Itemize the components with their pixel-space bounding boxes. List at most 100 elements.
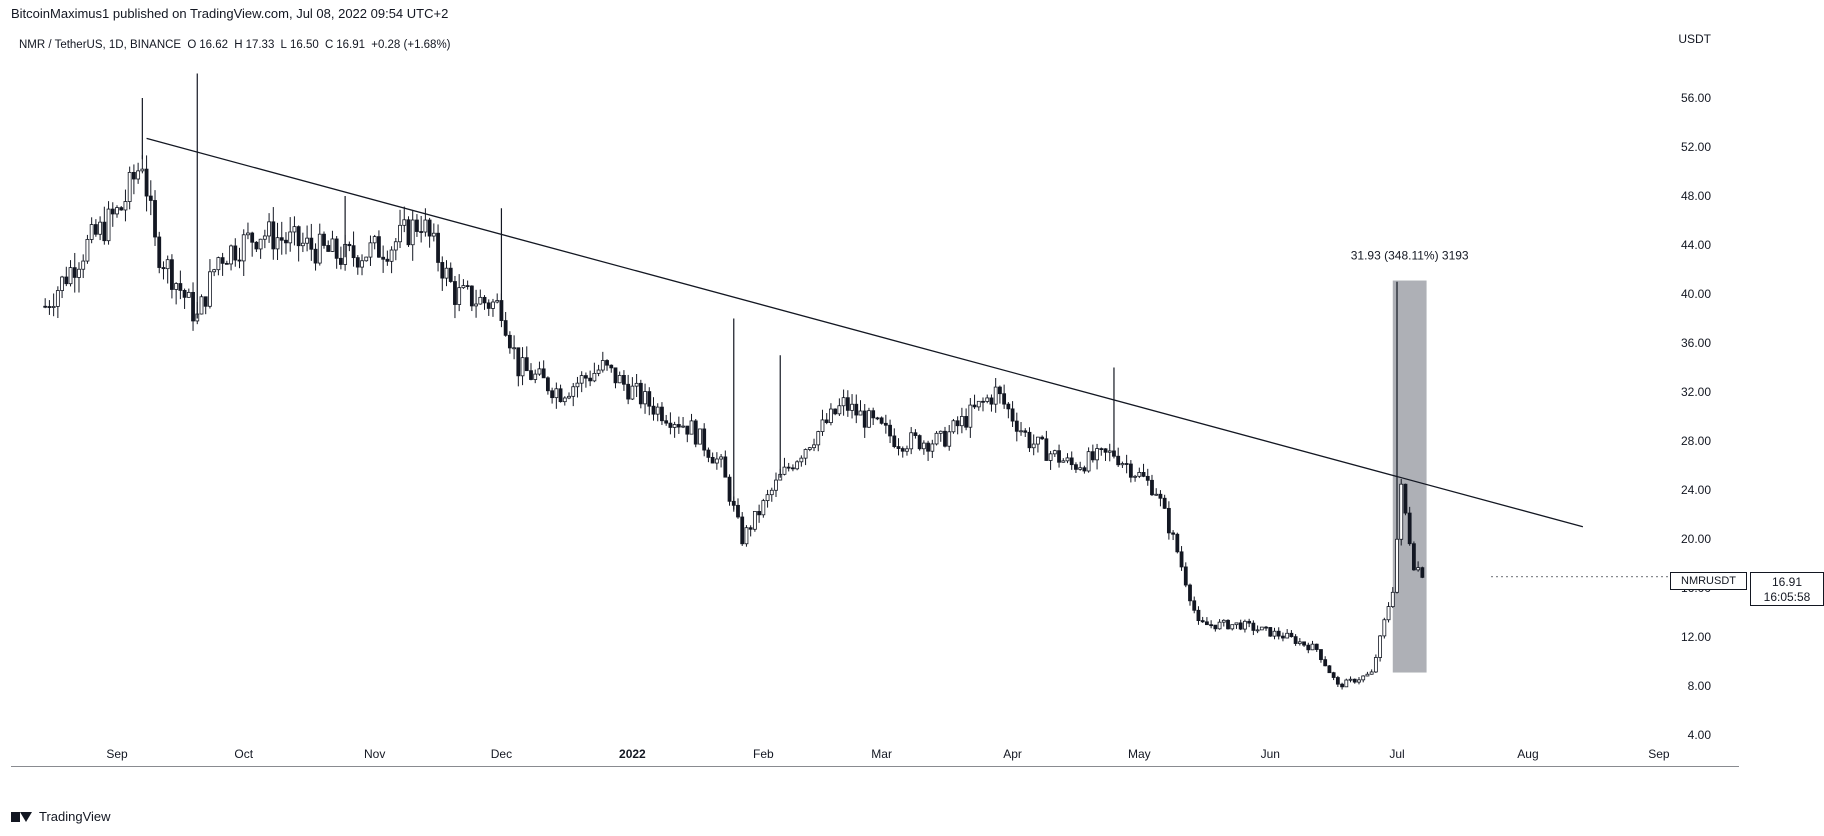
candle bbox=[419, 215, 424, 243]
candle-body bbox=[368, 242, 373, 258]
candle bbox=[153, 190, 157, 246]
candle-body bbox=[85, 239, 90, 262]
candle-body bbox=[1200, 620, 1205, 623]
candle-body bbox=[72, 267, 77, 278]
candle bbox=[879, 416, 884, 425]
candle bbox=[300, 232, 305, 253]
candle bbox=[1099, 447, 1104, 456]
candle-body bbox=[275, 237, 280, 250]
candle-body bbox=[322, 233, 326, 246]
candle-body bbox=[613, 367, 618, 384]
candle bbox=[1150, 474, 1154, 496]
candle bbox=[1310, 640, 1315, 651]
candle-body bbox=[651, 405, 656, 415]
candle bbox=[524, 346, 529, 372]
candle bbox=[220, 252, 225, 276]
candle-body bbox=[140, 168, 145, 172]
candle-body bbox=[968, 404, 973, 428]
candle bbox=[1365, 671, 1370, 677]
candle-body bbox=[740, 516, 745, 545]
chart-pane[interactable]: 56.00 52.00 48.00 44.00 40.00 36.00 32.00 28.00… bbox=[11, 29, 1740, 767]
price-chart: 56.00 52.00 48.00 44.00 40.00 36.00 32.00 28.00… bbox=[11, 29, 1740, 767]
candle-body bbox=[241, 234, 246, 262]
candle-body bbox=[271, 221, 276, 250]
candle-body bbox=[1348, 678, 1353, 681]
candle-body bbox=[338, 257, 343, 265]
candle-body bbox=[748, 527, 753, 530]
time-axis-label: Sep bbox=[1648, 747, 1670, 761]
candle bbox=[1395, 538, 1399, 594]
published-by-header: BitcoinMaximus1 published on TradingView… bbox=[11, 6, 448, 21]
candle-body bbox=[668, 422, 673, 428]
price-axis-label: 40.00 bbox=[1681, 287, 1711, 301]
candle bbox=[491, 298, 495, 317]
candle bbox=[795, 460, 800, 471]
candle bbox=[1323, 656, 1328, 667]
candle-body bbox=[431, 232, 436, 237]
candle bbox=[1272, 627, 1277, 640]
candle-body bbox=[47, 306, 52, 308]
candle bbox=[1107, 443, 1112, 462]
candle bbox=[233, 238, 238, 267]
footer-brand[interactable]: TradingView bbox=[11, 809, 111, 824]
candle-body bbox=[1044, 438, 1049, 461]
candle bbox=[1103, 448, 1108, 461]
candle-body bbox=[1103, 448, 1108, 453]
candle bbox=[208, 259, 212, 309]
candle-body bbox=[296, 226, 301, 247]
candle bbox=[110, 202, 115, 227]
candle bbox=[537, 361, 542, 376]
candle bbox=[1416, 561, 1421, 572]
candle bbox=[782, 457, 787, 476]
price-axis-label: 20.00 bbox=[1681, 532, 1711, 546]
candle bbox=[689, 413, 694, 435]
candle bbox=[858, 400, 863, 416]
candle-body bbox=[1082, 467, 1087, 472]
candle-body bbox=[660, 406, 664, 422]
candle-body bbox=[1040, 436, 1045, 440]
candle-body bbox=[250, 232, 255, 243]
time-axis-label: Apr bbox=[1003, 747, 1022, 761]
price-axis-label: 32.00 bbox=[1681, 385, 1711, 399]
candle-body bbox=[1192, 600, 1197, 611]
candle bbox=[1331, 671, 1336, 681]
candle bbox=[664, 414, 669, 426]
candle-body bbox=[698, 428, 702, 445]
candle-body bbox=[1221, 619, 1226, 623]
candle bbox=[131, 164, 136, 195]
candle-body bbox=[681, 425, 685, 428]
candle bbox=[123, 189, 128, 222]
candle bbox=[1268, 627, 1273, 637]
candle-body bbox=[541, 368, 546, 379]
candle bbox=[1133, 474, 1137, 482]
candle-body bbox=[1065, 457, 1070, 462]
candle-body bbox=[1209, 624, 1214, 627]
candle-body bbox=[1407, 512, 1412, 545]
candle bbox=[867, 407, 871, 428]
candle-body bbox=[972, 404, 977, 408]
candle-body bbox=[917, 435, 922, 450]
candle bbox=[1192, 596, 1197, 614]
candle bbox=[191, 282, 195, 331]
candle-body bbox=[326, 245, 331, 252]
candle bbox=[436, 224, 440, 272]
candle-body bbox=[1124, 463, 1129, 465]
candle bbox=[495, 293, 500, 304]
candle bbox=[1158, 490, 1163, 507]
candle-body bbox=[220, 257, 225, 264]
candle bbox=[981, 397, 985, 412]
candle bbox=[702, 423, 707, 457]
candle-body bbox=[55, 290, 60, 307]
candle-body bbox=[976, 400, 981, 408]
candle bbox=[1243, 619, 1247, 633]
candle-body bbox=[334, 238, 339, 259]
candle bbox=[1036, 436, 1040, 453]
candle bbox=[1120, 461, 1125, 468]
candle bbox=[1166, 501, 1171, 540]
time-axis-label: Feb bbox=[753, 747, 774, 761]
open-label: O bbox=[187, 39, 197, 51]
candle bbox=[288, 217, 293, 252]
time-axis-label: Jul bbox=[1389, 747, 1404, 761]
candle bbox=[905, 445, 909, 456]
candle-body bbox=[457, 287, 462, 305]
